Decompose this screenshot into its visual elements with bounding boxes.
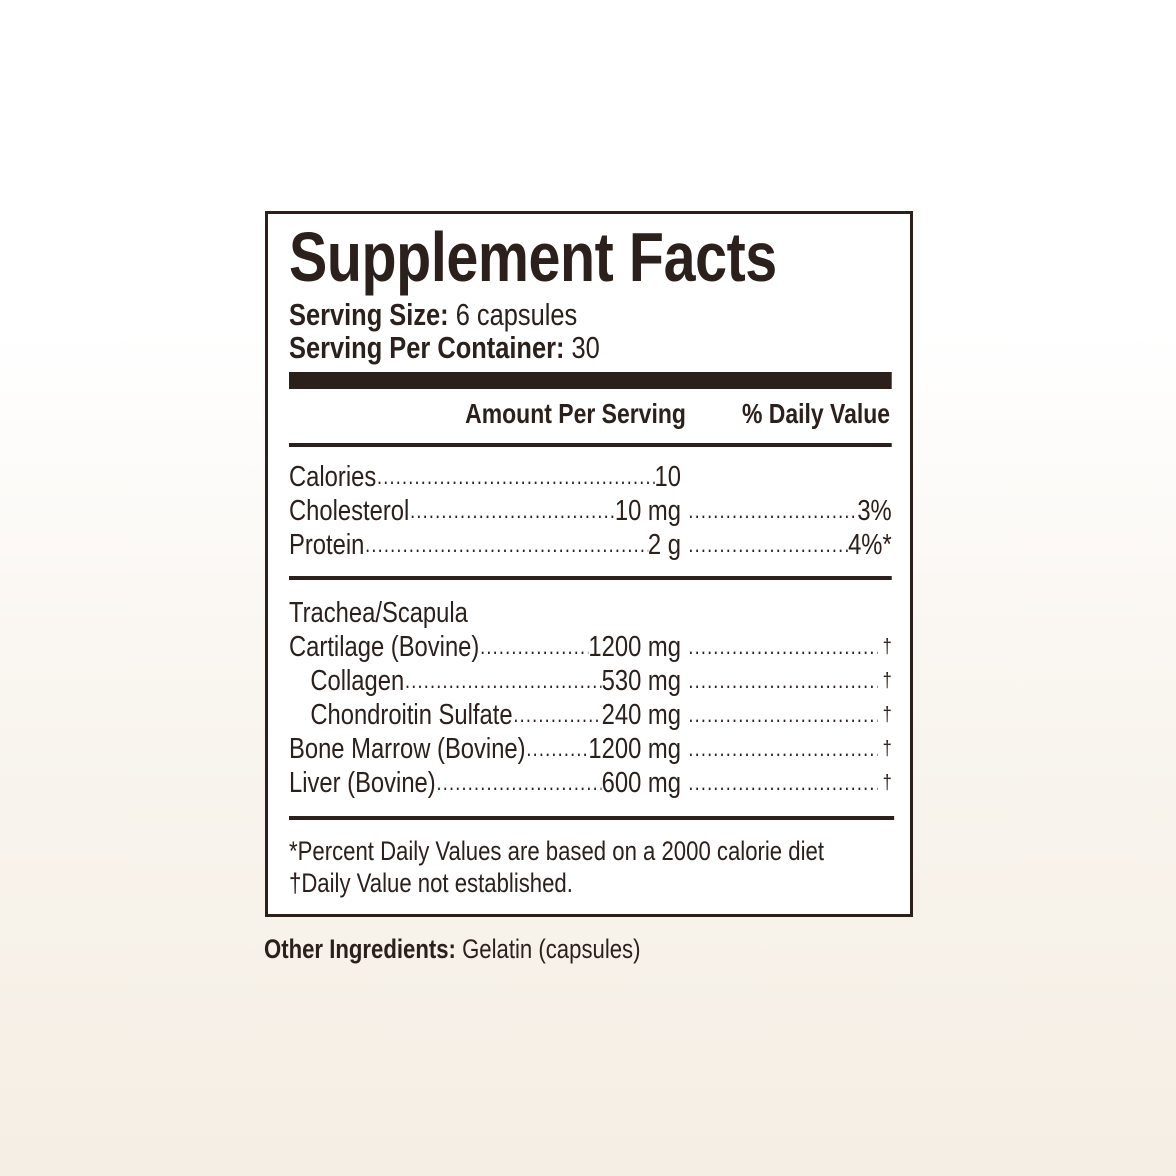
- group-heading: Trachea/Scapula: [289, 596, 892, 630]
- ingredient-name: Cartilage (Bovine): [289, 631, 480, 663]
- ingredient-row: Bone Marrow (Bovine) 1200 mg †: [289, 732, 892, 766]
- nutrient-amount: 10: [654, 461, 681, 493]
- divider: [289, 576, 892, 580]
- ingredient-amount: 1200 mg: [588, 631, 681, 663]
- serving-size-value: 6 capsules: [455, 297, 578, 332]
- ingredient-daily-value: †: [882, 772, 892, 794]
- ingredient-daily-value: †: [882, 670, 892, 692]
- ingredient-amount: 530 mg: [601, 665, 681, 697]
- nutrient-name: Cholesterol: [289, 495, 410, 527]
- other-ingredients-label: Other Ingredients:: [264, 934, 456, 964]
- ingredient-row: Collagen 530 mg †: [289, 664, 892, 698]
- servings-per-container-value: 30: [571, 330, 600, 365]
- divider: [289, 443, 892, 447]
- nutrient-daily-value: 3%: [857, 495, 892, 527]
- nutrient-row: Calories 10: [289, 460, 892, 494]
- nutrient-name: Protein: [289, 529, 365, 561]
- nutrient-row: Cholesterol 10 mg 3%: [289, 494, 892, 528]
- ingredient-name: Collagen: [310, 665, 405, 697]
- footnote-not-established: †Daily Value not established.: [289, 868, 573, 898]
- ingredient-row: Chondroitin Sulfate 240 mg †: [289, 698, 892, 732]
- ingredient-daily-value: †: [882, 738, 892, 760]
- nutrient-row: Protein 2 g 4%*: [289, 528, 892, 562]
- nutrient-daily-value: 4%*: [848, 529, 892, 561]
- nutrient-amount: 2 g: [647, 529, 681, 561]
- nutrient-amount: 10 mg: [614, 495, 681, 527]
- nutrient-name: Calories: [289, 461, 377, 493]
- servings-per-container-label: Serving Per Container:: [289, 330, 565, 365]
- ingredient-daily-value: †: [882, 636, 892, 658]
- ingredient-daily-value: †: [882, 704, 892, 726]
- ingredient-amount: 240 mg: [601, 699, 681, 731]
- supplement-facts-content: Supplement Facts Serving Size: 6 capsule…: [289, 0, 895, 1176]
- ingredient-name: Liver (Bovine): [289, 767, 436, 799]
- other-ingredients-value: Gelatin (capsules): [462, 934, 641, 964]
- group-heading-text: Trachea/Scapula: [289, 597, 468, 629]
- ingredient-amount: 1200 mg: [588, 733, 681, 765]
- label-title: Supplement Facts: [289, 218, 777, 296]
- ingredient-row: Liver (Bovine) 600 mg †: [289, 766, 892, 800]
- header-daily-value: % Daily Value: [742, 398, 891, 429]
- ingredient-name: Chondroitin Sulfate: [310, 699, 513, 731]
- serving-size-label: Serving Size:: [289, 297, 449, 332]
- ingredient-name: Bone Marrow (Bovine): [289, 733, 526, 765]
- other-ingredients: Other Ingredients: Gelatin (capsules): [264, 934, 641, 965]
- divider: [289, 816, 895, 820]
- thick-divider: [289, 372, 892, 389]
- serving-size: Serving Size: 6 capsules: [289, 299, 577, 330]
- ingredient-row: Cartilage (Bovine) 1200 mg †: [289, 630, 892, 664]
- ingredient-amount: 600 mg: [601, 767, 681, 799]
- footnote-daily-values: *Percent Daily Values are based on a 200…: [289, 836, 824, 866]
- servings-per-container: Serving Per Container: 30: [289, 332, 600, 363]
- header-amount: Amount Per Serving: [465, 398, 686, 429]
